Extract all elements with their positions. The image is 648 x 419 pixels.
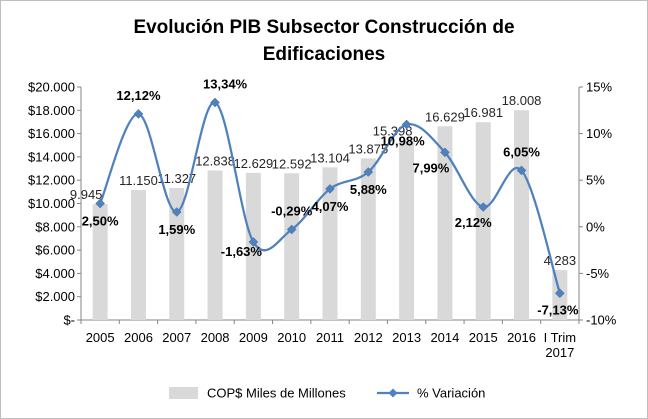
bar-value-label: 12.592	[272, 156, 312, 171]
bar-value-label: 16.629	[425, 109, 465, 124]
variation-marker	[286, 224, 297, 235]
y-right-tick-label: -10%	[586, 313, 617, 328]
bar	[475, 122, 491, 320]
y-right-tick-label: 15%	[586, 80, 612, 95]
y-left-tick-label: $4.000	[35, 266, 75, 281]
variation-value-label: 6,05%	[503, 144, 540, 159]
chart-title-line: Evolución PIB Subsector Construcción de	[133, 17, 514, 38]
y-left-tick-label: $2.000	[35, 289, 75, 304]
bar-value-label: 11.327	[157, 171, 196, 186]
variation-marker	[516, 165, 527, 176]
bar	[130, 190, 146, 320]
variation-marker	[363, 167, 374, 177]
x-tick-label: 2013	[392, 330, 421, 345]
variation-value-label: 12,12%	[116, 88, 161, 103]
variation-value-label: 1,59%	[158, 222, 195, 237]
x-tick-label: 2008	[201, 330, 230, 345]
legend-line-marker	[388, 388, 398, 398]
x-tick-label: 2014	[430, 330, 459, 345]
variation-value-label: -0,29%	[271, 204, 313, 219]
y-right-tick-label: 10%	[586, 126, 612, 141]
x-tick-label: 2011	[316, 330, 344, 345]
legend-line-label: % Variación	[417, 386, 485, 401]
bar	[514, 110, 530, 320]
variation-value-label: 5,88%	[350, 182, 387, 197]
variation-marker	[95, 198, 106, 209]
bar-value-label: 13.104	[310, 150, 350, 165]
variation-value-label: -7,13%	[537, 302, 579, 317]
variation-value-label: 4,07%	[312, 199, 349, 214]
variation-marker	[325, 184, 335, 194]
y-left-tick-label: $12.000	[28, 173, 75, 188]
bar	[437, 126, 453, 320]
bar-value-label: 16.981	[463, 105, 503, 120]
x-tick-label: 2007	[162, 330, 191, 345]
variation-value-label: 2,12%	[455, 215, 492, 230]
x-tick-label: 2006	[124, 330, 153, 345]
x-tick-label: 2016	[507, 330, 536, 345]
variation-value-label: 2,50%	[82, 214, 119, 229]
variation-marker	[554, 288, 565, 299]
y-left-tick-label: $8.000	[35, 219, 75, 234]
variation-value-label: 13,34%	[203, 76, 248, 91]
bar-value-label: 11.150	[119, 173, 158, 188]
variation-marker	[133, 108, 144, 119]
y-left-tick-label: $20.000	[28, 80, 75, 95]
y-left-tick-label: $10.000	[28, 196, 75, 211]
variation-value-label: 7,99%	[412, 160, 449, 175]
bar	[169, 188, 185, 320]
y-left-tick-label: $14.000	[28, 149, 75, 164]
y-right-tick-label: 0%	[586, 219, 605, 234]
bar	[284, 173, 300, 320]
variation-marker	[440, 147, 450, 158]
variation-marker	[401, 119, 412, 130]
y-right-tick-label: -5%	[586, 266, 610, 281]
chart-title-line: Edificaciones	[263, 44, 386, 65]
x-tick-label: 2010	[277, 330, 306, 345]
bar-value-label: 4.283	[544, 253, 577, 268]
legend-bar-swatch	[169, 387, 198, 399]
variation-value-label: 10,98%	[381, 133, 426, 148]
x-tick-label: 2017	[545, 345, 574, 360]
bar-value-label: 12.629	[234, 156, 274, 171]
variation-marker	[210, 97, 220, 108]
bar	[322, 167, 338, 320]
variation-marker	[248, 237, 259, 247]
bar	[92, 204, 108, 320]
x-tick-label: 2012	[354, 330, 383, 345]
bar-value-label: 13.875	[348, 141, 388, 156]
variation-value-label: -1,63%	[221, 244, 263, 259]
bar-value-label: 9.945	[70, 187, 103, 202]
variation-marker	[171, 207, 182, 217]
x-tick-label: 2005	[86, 330, 115, 345]
bar-value-label: 18.008	[502, 93, 542, 108]
variation-marker	[478, 202, 489, 212]
y-left-tick-label: $6.000	[35, 243, 75, 258]
y-left-tick-label: $18.000	[28, 103, 75, 118]
x-tick-label: 2015	[469, 330, 498, 345]
x-tick-label: 2009	[239, 330, 268, 345]
legend-bar-label: COP$ Miles de Millones	[207, 386, 346, 401]
bar	[207, 170, 223, 320]
bar	[360, 158, 376, 320]
bar	[399, 140, 415, 320]
x-tick-label: I Trim	[544, 330, 577, 345]
y-right-tick-label: 5%	[586, 173, 605, 188]
bar-value-label: 12.838	[195, 153, 235, 168]
y-left-tick-label: $-	[63, 313, 75, 328]
y-left-tick-label: $16.000	[28, 126, 75, 141]
